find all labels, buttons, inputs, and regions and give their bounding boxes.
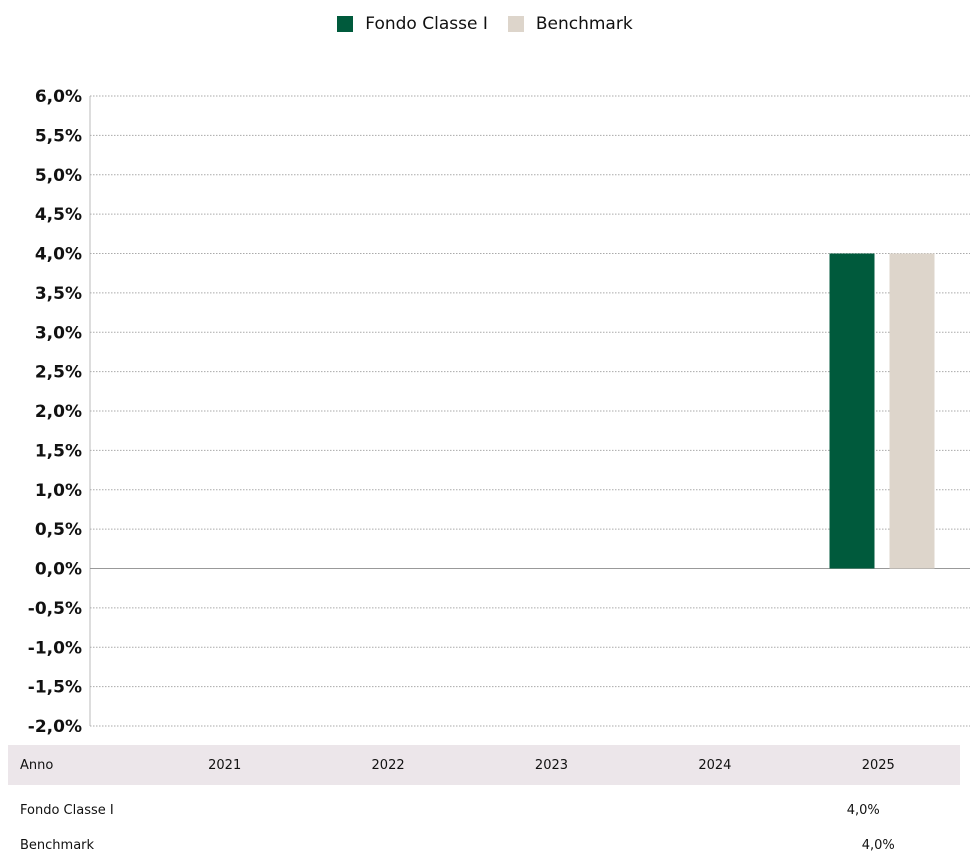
y-tick-label: 5,5% bbox=[35, 126, 82, 146]
chart-legend: Fondo Classe I Benchmark bbox=[0, 14, 970, 34]
table-header-year: 2022 bbox=[371, 757, 405, 773]
table-row-label: Fondo Classe I bbox=[20, 802, 114, 818]
y-tick-label: 3,5% bbox=[35, 284, 82, 304]
y-tick-label: 6,0% bbox=[35, 87, 82, 107]
table-cell: 4,0% bbox=[846, 802, 880, 818]
legend-item-fondo[interactable]: Fondo Classe I bbox=[337, 14, 488, 34]
table-header-year: 2025 bbox=[861, 757, 895, 773]
y-tick-label: 1,5% bbox=[35, 441, 82, 461]
table-row-label: Benchmark bbox=[20, 837, 95, 853]
y-tick-label: 2,0% bbox=[35, 402, 82, 422]
y-tick-label: 5,0% bbox=[35, 166, 82, 186]
y-tick-label: -1,5% bbox=[28, 678, 82, 698]
y-tick-label: 4,0% bbox=[35, 245, 82, 265]
bar-benchmark-2025 bbox=[889, 253, 935, 569]
y-tick-label: -0,5% bbox=[28, 599, 82, 619]
y-tick-label: 2,5% bbox=[35, 363, 82, 383]
y-tick-label: 0,5% bbox=[35, 520, 82, 540]
table-row-benchmark: Benchmark 4,0% bbox=[8, 835, 960, 855]
table-row-fondo: Fondo Classe I 4,0% bbox=[8, 785, 960, 835]
table-header-row: Anno 2021 2022 2023 2024 2025 bbox=[8, 745, 960, 785]
bar-fondo-2025 bbox=[829, 253, 875, 569]
y-tick-label: -1,0% bbox=[28, 638, 82, 658]
legend-item-benchmark[interactable]: Benchmark bbox=[507, 14, 633, 34]
table-header-year: 2023 bbox=[534, 757, 569, 773]
y-tick-label: -2,0% bbox=[28, 717, 82, 737]
bar-chart: 6,0% 5,5% 5,0% 4,5% 4,0% 3,5% 3,0% 2,5% 2,0% 1,5%… bbox=[28, 87, 970, 737]
y-tick-label: 4,5% bbox=[35, 205, 82, 225]
table-cell: 4,0% bbox=[861, 837, 895, 853]
legend-swatch-benchmark bbox=[507, 16, 524, 32]
legend-label-benchmark: Benchmark bbox=[535, 14, 633, 34]
y-tick-label: 1,0% bbox=[35, 481, 82, 501]
table-header-year: 2024 bbox=[698, 757, 732, 773]
legend-label-fondo: Fondo Classe I bbox=[365, 14, 488, 34]
y-tick-label: 0,0% bbox=[35, 560, 82, 580]
table-header-label: Anno bbox=[20, 757, 54, 773]
y-tick-label: 3,0% bbox=[35, 323, 82, 343]
table-header-year: 2021 bbox=[208, 757, 242, 773]
data-table: Anno 2021 2022 2023 2024 2025 Fondo Clas… bbox=[8, 745, 960, 855]
legend-swatch-fondo bbox=[337, 16, 354, 32]
